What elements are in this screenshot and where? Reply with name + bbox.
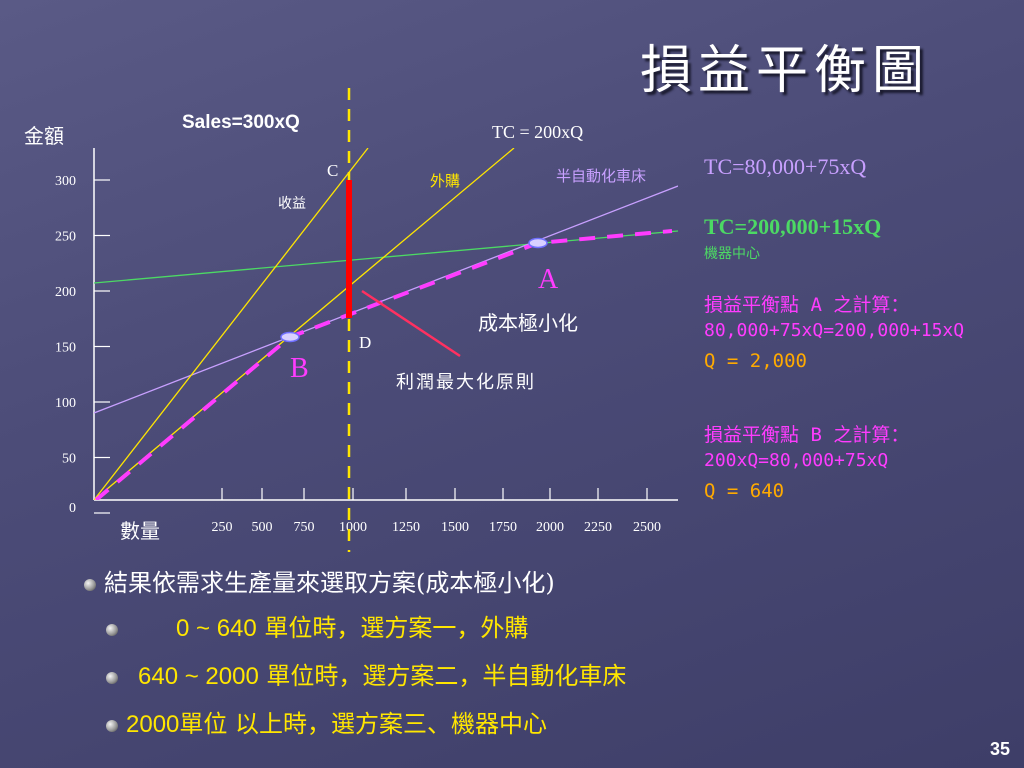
bullet-3-text: 單位 以上時，選方案三、機器中心	[179, 710, 548, 738]
y-tick-label: 100	[55, 396, 76, 411]
x-tick-label: 250	[212, 520, 233, 535]
machine-center-label: 機器中心	[704, 246, 760, 262]
revenue-label: 收益	[278, 196, 306, 212]
profit-max-label: 利潤最大化原則	[396, 372, 536, 393]
point-b-label: B	[290, 353, 309, 384]
bullet-3: 2000單位 以上時，選方案三、機器中心	[106, 704, 547, 739]
purchase-equation-label: TC = 200xQ	[492, 122, 583, 142]
point-c-label: C	[327, 161, 338, 180]
calc-a-result: Q = 2,000	[704, 350, 807, 372]
y-axis-label: 金額	[24, 124, 64, 148]
bullet-icon	[106, 623, 118, 636]
bullet-2-text: 單位時，選方案二，半自動化車床	[258, 662, 627, 690]
y-tick-label: 50	[62, 452, 76, 467]
x-tick-label: 1000	[339, 520, 367, 535]
sales-equation-label: Sales=300xQ	[182, 112, 300, 133]
bullet-icon	[84, 578, 96, 591]
y-tick-label: 200	[55, 285, 76, 300]
bullet-3-range: 2000	[126, 711, 180, 738]
bullet-icon	[106, 671, 118, 684]
semi-auto-lathe-label: 半自動化車床	[556, 167, 646, 185]
page-number: 35	[989, 739, 1010, 759]
point-a-marker	[528, 237, 548, 249]
page-title: 損益平衡圖	[640, 41, 931, 101]
x-tick-label: 500	[252, 520, 273, 535]
y-tick-label: 0	[69, 501, 76, 516]
semi-auto-lathe-line	[94, 185, 678, 414]
y-tick-label: 250	[55, 230, 76, 245]
bullet-1-text: 單位時，選方案一，外購	[256, 614, 529, 642]
bullet-2: 640 ~ 2000 單位時，選方案二，半自動化車床	[106, 656, 626, 691]
bullet-1-range: 0 ~ 640	[176, 615, 257, 642]
bullet-main-text: 結果依需求生產量來選取方案(成本極小化)	[104, 569, 555, 597]
x-tick-label: 2000	[536, 520, 564, 535]
min-cost-label: 成本極小化	[478, 311, 578, 335]
calc-a-equation: 80,000+75xQ=200,000+15xQ	[704, 320, 965, 341]
point-a-label: A	[538, 264, 559, 295]
calc-b-title: 損益平衡點 B 之計算：	[704, 424, 910, 446]
calc-b-result: Q = 640	[704, 480, 785, 502]
sales-line	[94, 148, 369, 500]
bullet-main: 結果依需求生產量來選取方案(成本極小化)	[84, 563, 555, 598]
y-tick-label: 300	[55, 174, 76, 189]
bullet-2-range: 640 ~ 2000	[138, 663, 259, 690]
x-tick-label: 750	[294, 520, 315, 535]
x-tick-label: 1250	[392, 520, 420, 535]
semi-auto-equation: TC=80,000+75xQ	[704, 154, 867, 179]
bullet-icon	[106, 719, 118, 732]
x-axis-label: 數量	[120, 519, 160, 543]
profit-pointer	[361, 289, 461, 358]
y-tick-label: 150	[55, 341, 76, 356]
machine-equation: TC=200,000+15xQ	[704, 214, 882, 239]
point-d-label: D	[359, 333, 371, 352]
calc-b-equation: 200xQ=80,000+75xQ	[704, 450, 889, 471]
calc-a-title: 損益平衡點 A 之計算：	[704, 294, 910, 316]
x-tick-label: 1750	[489, 520, 517, 535]
purchase-label: 外購	[430, 172, 460, 190]
bullet-1: 0 ~ 640 單位時，選方案一，外購	[106, 608, 528, 643]
point-b-marker	[280, 331, 300, 343]
min-cost-envelope	[94, 229, 673, 500]
x-tick-label: 2500	[633, 520, 661, 535]
x-tick-label: 2250	[584, 520, 612, 535]
x-tick-label: 1500	[441, 520, 469, 535]
